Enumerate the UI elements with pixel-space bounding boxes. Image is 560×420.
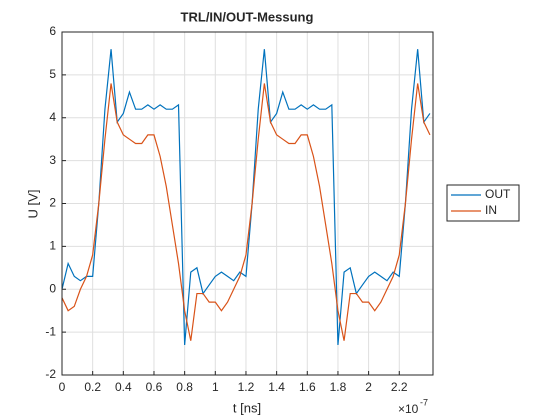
y-tick-label: 2 <box>49 196 56 210</box>
y-tick-label: 3 <box>49 153 56 167</box>
x-tick-label: 0.8 <box>176 380 193 394</box>
y-tick-label: 6 <box>49 24 56 38</box>
legend-label: IN <box>485 203 497 217</box>
x-axis-label: t [ns] <box>233 400 261 415</box>
x-tick-label: 1.8 <box>330 380 347 394</box>
legend-box <box>446 184 520 222</box>
y-tick-label: -1 <box>45 324 56 338</box>
x-tick-label: 1.4 <box>268 380 285 394</box>
x-tick-label: 1.6 <box>299 380 316 394</box>
x-tick-label: 0.4 <box>115 380 132 394</box>
chart-title: TRL/IN/OUT-Messung <box>181 9 314 24</box>
x-multiplier-base: ×10 <box>398 402 419 416</box>
y-tick-label: 5 <box>49 67 56 81</box>
y-axis-label: U [V] <box>25 190 40 219</box>
x-tick-label: 0.2 <box>84 380 101 394</box>
data-line <box>62 83 431 341</box>
x-tick-label: 0.6 <box>146 380 163 394</box>
x-tick-label: 2.2 <box>391 380 408 394</box>
legend-label: OUT <box>485 187 511 201</box>
x-tick-label: 2 <box>365 380 372 394</box>
x-tick-label: 0 <box>59 380 66 394</box>
y-tick-label: 4 <box>49 110 56 124</box>
x-tick-label: 1.2 <box>238 380 255 394</box>
axes-box <box>61 31 434 376</box>
x-multiplier-power: -7 <box>420 397 428 407</box>
x-tick-label: 1 <box>212 380 219 394</box>
y-tick-label: 0 <box>49 281 56 295</box>
data-line <box>62 49 431 346</box>
y-tick-label: -2 <box>45 367 56 381</box>
y-tick-label: 1 <box>49 239 56 253</box>
